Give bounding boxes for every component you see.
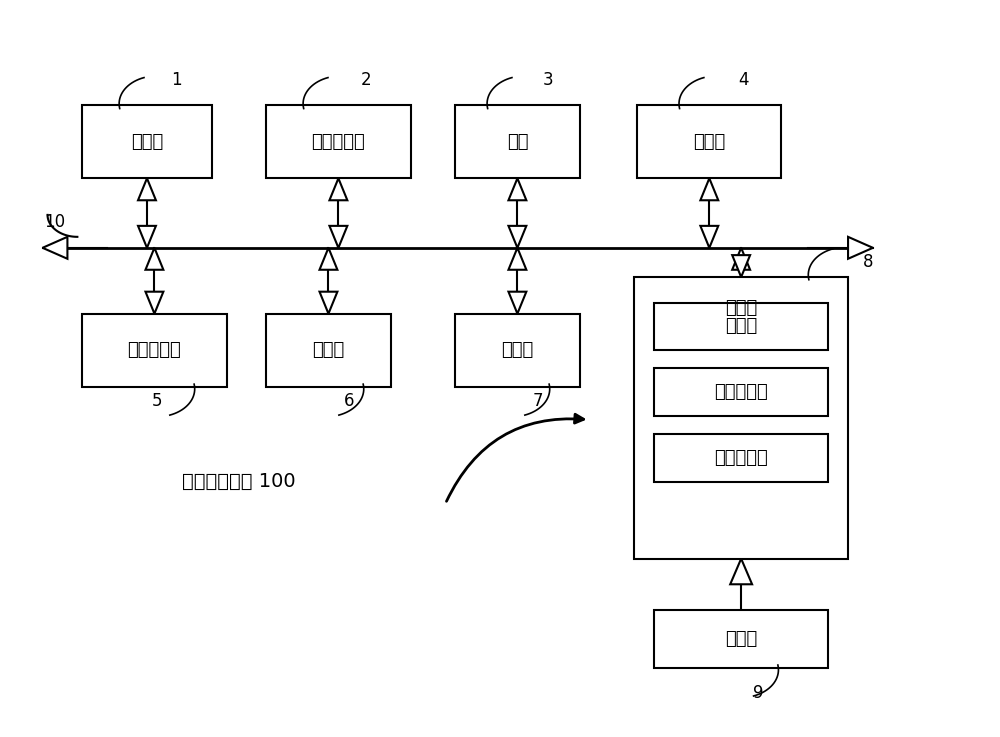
Text: 7: 7 xyxy=(533,392,543,411)
Text: 临时存储部: 临时存储部 xyxy=(312,133,365,151)
Text: 信息配置部: 信息配置部 xyxy=(714,383,768,401)
FancyArrow shape xyxy=(145,292,163,314)
FancyArrow shape xyxy=(508,226,526,248)
Text: 2: 2 xyxy=(360,71,371,88)
FancyArrow shape xyxy=(508,178,526,200)
Bar xyxy=(637,105,781,178)
FancyArrow shape xyxy=(329,226,347,248)
Text: 通信部: 通信部 xyxy=(693,133,725,151)
Text: 5: 5 xyxy=(152,392,162,411)
Text: 硬盘: 硬盘 xyxy=(507,133,528,151)
FancyArrow shape xyxy=(732,248,750,270)
Text: 4: 4 xyxy=(738,71,749,88)
Text: 操作部: 操作部 xyxy=(725,630,757,648)
Bar xyxy=(455,314,580,387)
Bar xyxy=(266,105,411,178)
FancyArrow shape xyxy=(732,255,750,277)
Text: 9: 9 xyxy=(753,685,764,702)
FancyArrow shape xyxy=(138,178,156,200)
Bar xyxy=(654,610,828,668)
Text: 图像处理部: 图像处理部 xyxy=(128,341,181,359)
FancyArrow shape xyxy=(320,292,337,314)
FancyArrow shape xyxy=(700,178,718,200)
Bar xyxy=(654,434,828,482)
FancyArrow shape xyxy=(730,559,752,584)
FancyArrow shape xyxy=(700,226,718,248)
Text: 8: 8 xyxy=(863,254,873,271)
Bar xyxy=(82,105,212,178)
Text: 判断部: 判断部 xyxy=(725,318,757,335)
Bar xyxy=(654,368,828,416)
Bar xyxy=(82,314,227,387)
Text: 显示部: 显示部 xyxy=(501,341,534,359)
FancyArrow shape xyxy=(848,237,873,259)
FancyArrow shape xyxy=(138,226,156,248)
FancyArrow shape xyxy=(329,178,347,200)
Bar xyxy=(634,277,848,559)
Bar xyxy=(654,303,828,350)
Text: 热像盘测装置 100: 热像盘测装置 100 xyxy=(182,472,295,492)
Text: 1: 1 xyxy=(171,71,182,88)
Text: 6: 6 xyxy=(344,392,354,411)
Text: 分析部: 分析部 xyxy=(312,341,345,359)
FancyArrow shape xyxy=(508,292,526,314)
FancyArrow shape xyxy=(320,248,337,270)
FancyArrow shape xyxy=(508,248,526,270)
Text: 控制部: 控制部 xyxy=(725,299,757,317)
Bar xyxy=(455,105,580,178)
Text: 10: 10 xyxy=(45,213,66,231)
FancyArrow shape xyxy=(145,248,163,270)
Bar xyxy=(266,314,391,387)
Text: 3: 3 xyxy=(542,71,553,88)
Text: 拍摄部: 拍摄部 xyxy=(131,133,163,151)
Text: 通信控制部: 通信控制部 xyxy=(714,449,768,467)
FancyArrow shape xyxy=(43,237,67,259)
